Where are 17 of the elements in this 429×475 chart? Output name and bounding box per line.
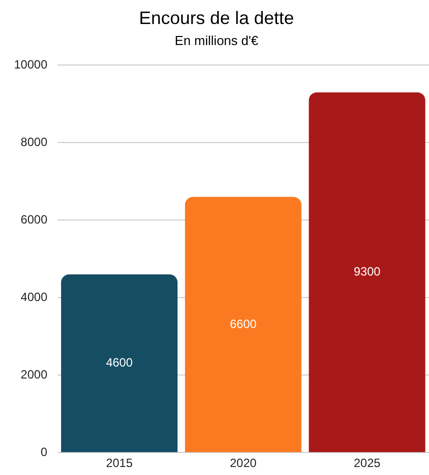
data-label: 6600 xyxy=(230,316,257,331)
y-tick-label: 8000 xyxy=(20,134,48,149)
data-label: 9300 xyxy=(354,264,381,279)
chart-title: Encours de la dette xyxy=(138,8,294,28)
y-tick-label: 2000 xyxy=(20,367,48,382)
chart-subtitle: En millions d'€ xyxy=(174,32,259,48)
y-tick-label: 0 xyxy=(40,444,48,459)
x-tick-label: 2015 xyxy=(106,456,133,470)
bar xyxy=(61,274,178,452)
bar xyxy=(308,92,426,452)
x-tick-label: 2025 xyxy=(354,456,381,470)
x-tick-label: 2020 xyxy=(230,456,257,470)
y-tick-label: 10000 xyxy=(14,58,48,72)
bar xyxy=(184,196,302,452)
y-tick-label: 4000 xyxy=(20,290,48,304)
data-label: 4600 xyxy=(106,356,133,370)
y-tick-label: 6000 xyxy=(20,212,48,226)
